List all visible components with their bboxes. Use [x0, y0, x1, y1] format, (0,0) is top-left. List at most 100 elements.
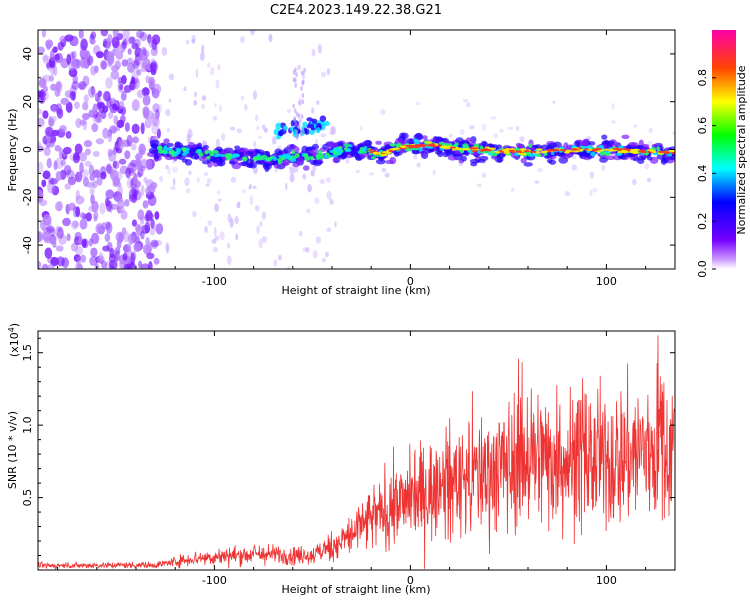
spectrogram-cell — [656, 154, 666, 160]
spectrogram-cell — [68, 67, 78, 78]
spectrogram-cell — [80, 169, 89, 178]
spectrogram-cell — [206, 155, 211, 160]
spectrogram-cell — [316, 100, 320, 105]
spectrogram-cell — [49, 137, 56, 148]
spectrogram-cell — [102, 127, 109, 139]
spectrogram-cell — [499, 128, 504, 133]
spectrogram-cell — [287, 266, 291, 269]
spectrogram-cell — [565, 149, 573, 153]
spectrogram-cell — [52, 46, 58, 53]
x-tick-label: -100 — [202, 275, 227, 288]
spectrogram-cell — [152, 83, 162, 95]
spectrogram-cell — [100, 60, 107, 70]
spectrogram-cell — [202, 144, 209, 150]
spectrogram-cell — [75, 171, 83, 183]
spectrogram-cell — [301, 92, 305, 98]
spectrogram-cell — [490, 116, 497, 120]
spectrogram-cell — [83, 49, 91, 60]
spectrogram-cell — [240, 36, 245, 44]
spectrogram-cell — [89, 187, 95, 196]
spectrogram-cell — [290, 120, 295, 127]
spectrogram-cell — [330, 142, 338, 148]
spectrogram-cell — [138, 143, 146, 156]
spectrogram-cell — [73, 254, 81, 263]
spectrogram-cell — [303, 67, 306, 73]
spectrogram-cell — [158, 175, 164, 183]
spectrogram-cell — [209, 153, 215, 157]
spectrogram-cell — [38, 232, 42, 243]
spectrogram-cell — [38, 117, 45, 128]
spectrogram-cell — [455, 137, 464, 145]
spectrogram-cell — [107, 150, 117, 162]
snr-x-ticks: -100 0 100 — [57, 331, 647, 587]
spectrogram-cell — [254, 205, 260, 212]
spectrogram-cell — [66, 53, 72, 65]
spectrogram-cell — [311, 107, 315, 114]
colorbar-tick-label: 0.2 — [696, 212, 709, 230]
spectrogram-cell — [460, 148, 468, 151]
spectrogram-cell — [636, 144, 644, 150]
spectrogram-cell — [101, 260, 107, 269]
spectrogram-cell — [419, 144, 428, 147]
spectrogram-cell — [292, 103, 296, 109]
spectrogram-cell — [144, 118, 152, 129]
spectrogram-cell — [380, 153, 388, 157]
spectrogram-cell — [256, 225, 261, 235]
spectrogram-cell — [408, 138, 415, 145]
spectrogram-cell — [74, 101, 80, 110]
spectrogram-cell — [113, 115, 119, 125]
spectrogram-cell — [116, 119, 125, 128]
spectrogram-cell — [78, 30, 84, 39]
spectrogram-cell — [193, 100, 198, 106]
spectrogram-cell — [118, 84, 124, 91]
spectrogram-x-ticks: -100 0 100 — [57, 30, 647, 288]
spectrogram-cell — [214, 102, 217, 108]
spectrogram-cell — [466, 102, 471, 108]
spectrogram-cell — [241, 189, 247, 194]
spectrogram-cell — [38, 78, 47, 89]
spectrogram-cell — [128, 233, 134, 245]
spectrogram-cell — [217, 198, 222, 202]
spectrogram-cell — [317, 43, 322, 54]
spectrogram-cell — [481, 148, 488, 151]
spectrogram-cell — [140, 185, 145, 196]
spectrogram-cell — [72, 153, 81, 164]
spectrogram-cell — [109, 264, 115, 269]
spectrogram-cell — [254, 114, 259, 122]
spectrogram-cell — [146, 252, 155, 260]
spectrogram-cell — [355, 169, 360, 173]
spectrogram-cell — [95, 51, 104, 59]
spectrogram-cell — [201, 103, 205, 110]
spectrogram-cell — [90, 65, 97, 76]
spectrogram-cell — [49, 177, 59, 185]
spectrogram-cell — [114, 60, 121, 70]
spectrogram-cell — [153, 257, 160, 265]
spectrogram-cell — [121, 227, 127, 235]
spectrogram-cell — [110, 203, 119, 210]
spectrogram-cell — [491, 152, 498, 157]
spectrogram-cell — [604, 148, 609, 151]
y-tick-label: 1.5 — [21, 344, 34, 362]
spectrogram-cell — [571, 148, 578, 151]
spectrogram-cell — [529, 150, 537, 154]
spectrogram-cell — [415, 101, 421, 106]
spectrogram-cell — [326, 68, 331, 76]
chart-title: C2E4.2023.149.22.38.G21 — [270, 3, 442, 18]
spectrogram-cell — [621, 149, 627, 153]
spectrogram-cell — [326, 190, 332, 200]
spectrogram-cell — [50, 104, 59, 113]
spectrogram-cell — [524, 149, 530, 153]
spectrogram-cell — [234, 145, 241, 150]
spectrogram-cell — [518, 135, 525, 142]
spectrogram-cell — [469, 125, 475, 130]
snr-frame — [37, 330, 676, 571]
spectrogram-cell — [185, 187, 191, 194]
spectrogram-cell — [149, 227, 156, 236]
spectrogram-cell — [300, 70, 304, 76]
spectrogram-cell — [515, 150, 523, 153]
spectrogram-cell — [128, 188, 138, 200]
spectrogram-cell — [167, 167, 172, 175]
spectrogram-cell — [38, 46, 46, 54]
spectrogram-cell — [102, 38, 107, 48]
spectrogram-cell — [414, 144, 421, 147]
